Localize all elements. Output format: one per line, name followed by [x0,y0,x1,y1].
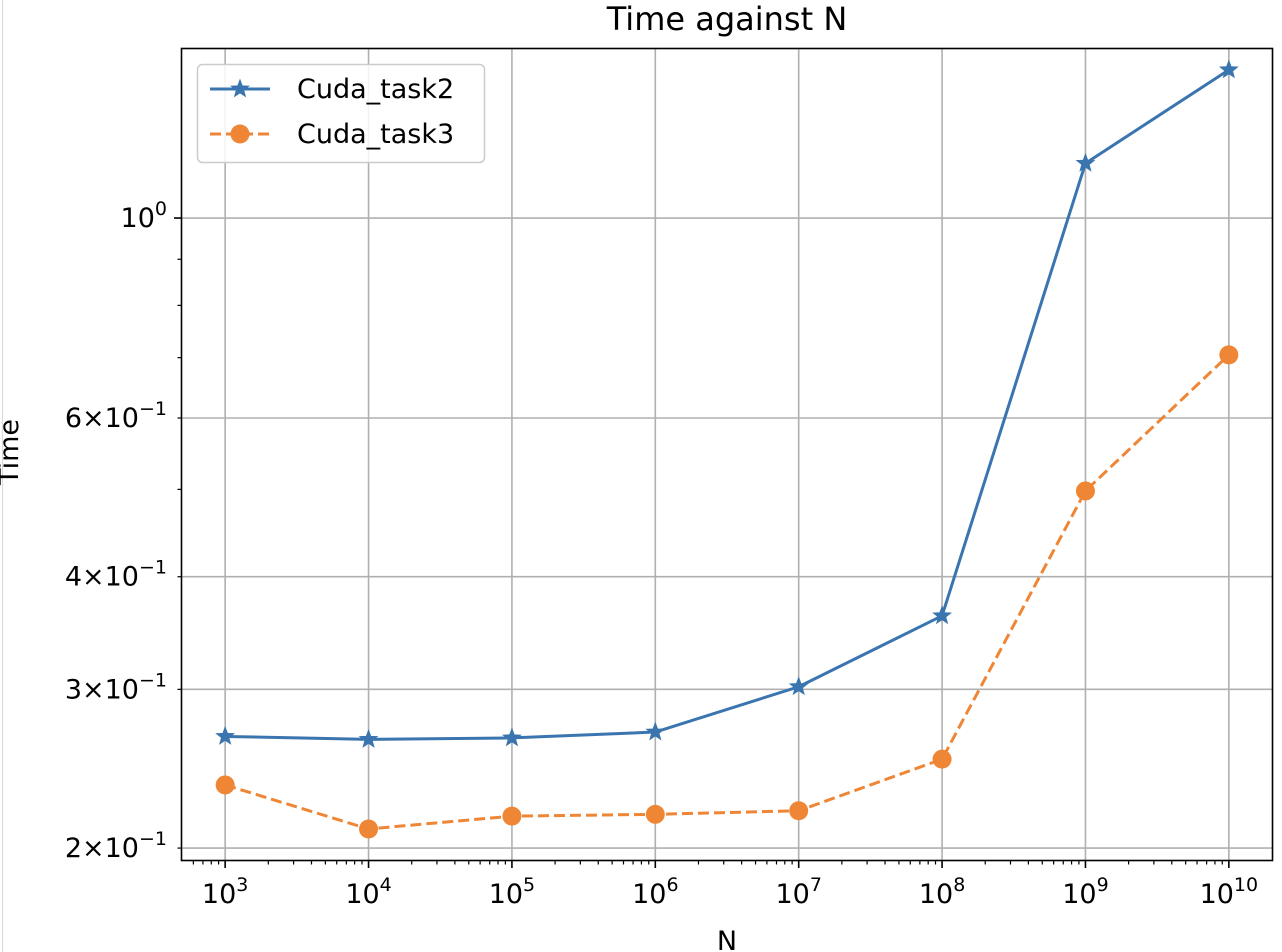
series-line [224,353,1230,831]
data-point [645,804,665,824]
x-tick-label-exponent: 10 [1234,874,1258,896]
x-tick-label: 107 [775,874,821,910]
y-tick-label-base: 10 [105,562,139,593]
data-point [1075,152,1096,172]
data-point [358,728,379,748]
data-point [789,801,809,821]
y-tick-label-mantissa: 3 [65,674,82,705]
legend-marker [230,78,250,98]
x-tick-label-exponent: 6 [666,874,678,896]
series-Cuda_task3 [215,345,1239,839]
data-point [645,721,666,741]
y-tick-label-times: × [82,562,105,593]
x-tick-label-exponent: 4 [380,874,392,896]
series-Cuda_task2 [215,59,1239,748]
y-tick-label-times: × [82,833,105,864]
data-point [215,775,235,795]
data-point [1218,59,1239,79]
y-tick-label-exponent: −1 [139,669,167,691]
y-tick-label: 3×10−1 [65,669,167,705]
data-point [932,605,952,625]
series [215,59,1239,839]
x-tick-label-base: 10 [632,879,666,910]
series-line [225,68,1230,741]
y-tick-label-times: × [82,674,105,705]
x-tick-label-exponent: 3 [236,874,248,896]
y-tick-label-exponent: −1 [139,828,167,850]
x-tick-label: 1010 [1200,874,1259,910]
x-tick-label-base: 10 [1062,879,1096,910]
x-tick-label-base: 10 [775,879,809,910]
x-axis-label: N [717,926,737,952]
data-point [932,749,952,769]
y-axis-label: Time [0,419,25,486]
left-edge-line [2,0,3,952]
y-tick-label-exponent: 0 [155,198,167,220]
legend-label: Cuda_task2 [297,74,454,105]
y-tick-label: 100 [121,198,167,234]
y-tick-label-base: 10 [105,674,139,705]
y-tick-label-exponent: −1 [139,557,167,579]
x-tick-label-exponent: 9 [1097,874,1109,896]
x-tick-label-exponent: 7 [810,874,822,896]
chart-title: Time against N [606,0,848,38]
x-tick-label-exponent: 8 [953,874,965,896]
legend: Cuda_task2 Cuda_task3 [196,63,486,164]
x-tick-label-base: 10 [345,879,379,910]
y-tick-label-base: 10 [121,203,155,234]
y-tick-label-base: 10 [105,403,139,434]
x-tick-label: 109 [1062,874,1108,910]
y-tick-label-mantissa: 4 [65,562,82,593]
data-point [502,806,522,826]
grid [182,49,1272,860]
y-tick-label: 2×10−1 [65,828,167,864]
x-tick-label: 108 [919,874,965,910]
x-tick-label-exponent: 5 [523,874,535,896]
data-point [502,727,522,747]
data-point [1219,345,1239,365]
data-point [215,726,236,745]
legend-marker [230,124,250,144]
axes-frame [180,47,1274,862]
data-point [1075,481,1095,501]
legend-label: Cuda_task3 [297,119,454,150]
x-tick-label: 104 [345,874,391,910]
y-tick-label: 4×10−1 [65,557,167,593]
x-tick-label-base: 10 [489,879,523,910]
x-tick-label: 105 [489,874,535,910]
x-tick-label: 106 [632,874,678,910]
y-tick-label-base: 10 [105,833,139,864]
y-tick-label: 6×10−1 [65,398,167,434]
x-tick-label-base: 10 [919,879,953,910]
x-tick-label-base: 10 [202,879,236,910]
y-tick-label-exponent: −1 [139,398,167,420]
y-tick-label-times: × [82,403,105,434]
ticks: 103 104 105 106 107 108 109 10101006×10−14×10−1… [65,198,1258,910]
y-tick-label-mantissa: 6 [65,403,82,434]
data-point [359,819,379,839]
y-tick-label-mantissa: 2 [65,833,82,864]
data-point [788,676,809,696]
x-tick-label-base: 10 [1200,879,1234,910]
x-tick-label: 103 [202,874,248,910]
